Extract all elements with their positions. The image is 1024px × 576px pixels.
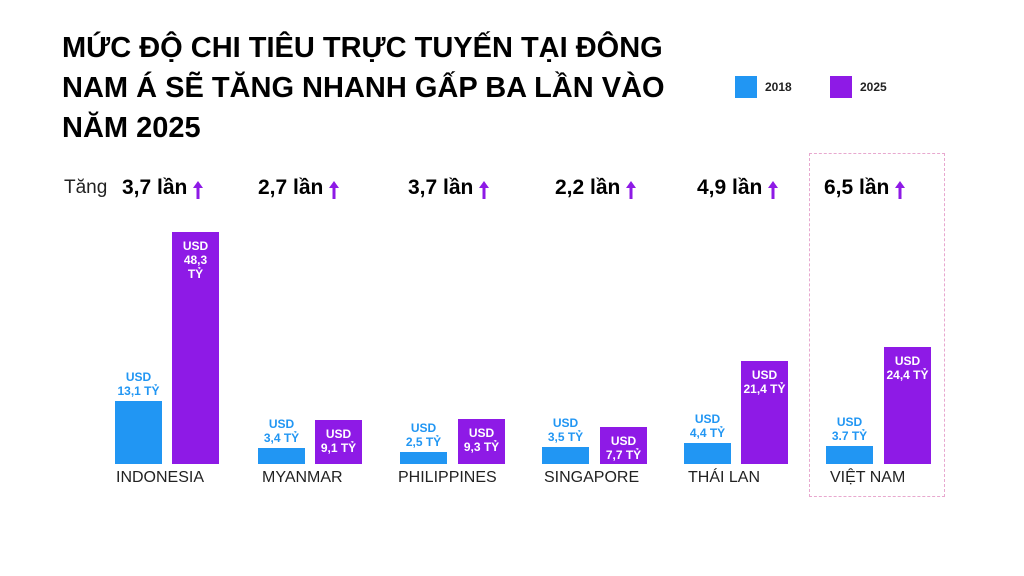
bar-2025 xyxy=(741,361,788,464)
category-label: THÁI LAN xyxy=(688,469,761,486)
bar-value-label: USD 2,5 TỶ xyxy=(405,421,442,449)
growth-label: 3,7 lần xyxy=(122,176,188,199)
legend-item-2018: 2018 xyxy=(735,76,792,98)
title-line-3: NĂM 2025 xyxy=(62,112,201,144)
arrow-up-icon xyxy=(193,181,204,199)
legend-label-2025: 2025 xyxy=(860,80,887,94)
bar-2018 xyxy=(115,401,162,464)
growth-label: 2,7 lần xyxy=(258,176,324,199)
growth-label: 6,5 lần xyxy=(824,176,890,199)
bar-value-label: USD 21,4 TỶ xyxy=(743,368,786,397)
bar-value-label: USD 3.7 TỶ xyxy=(831,415,868,444)
bar-2025 xyxy=(600,427,647,464)
highlight-box-vietnam xyxy=(809,153,945,497)
growth-label: 2,2 lần xyxy=(555,176,621,199)
arrow-up-icon xyxy=(768,181,779,199)
legend-swatch-2018 xyxy=(735,76,757,98)
growth-prefix: Tăng xyxy=(64,177,108,198)
bar-value-label: USD 13,1 TỶ xyxy=(117,370,160,399)
bar-value-label: USD 48,3 TỶ xyxy=(182,239,209,282)
category-label: INDONESIA xyxy=(116,469,205,486)
growth-label: 3,7 lần xyxy=(408,176,474,199)
category-label: MYANMAR xyxy=(262,469,343,486)
bar-value-label: USD 24,4 TỶ xyxy=(886,353,929,382)
bar-value-label: USD 3,4 TỶ xyxy=(263,416,300,445)
bar-value-label: USD 7,7 TỶ xyxy=(605,434,642,463)
bar-2018 xyxy=(684,442,731,464)
arrow-up-icon xyxy=(479,181,490,199)
bar-2018 xyxy=(258,447,305,464)
legend-swatch-2025 xyxy=(830,76,852,98)
bar-2025 xyxy=(315,420,362,464)
arrow-up-icon xyxy=(895,181,906,199)
arrow-up-icon xyxy=(626,181,637,199)
arrow-up-icon xyxy=(329,181,340,199)
chart-title: MỨC ĐỘ CHI TIÊU TRỰC TUYẾN TẠI ĐÔNG NAM … xyxy=(62,28,682,148)
bar-value-label: USD 9,1 TỶ xyxy=(320,427,357,456)
bar-value-label: USD 4,4 TỶ xyxy=(689,411,726,440)
bar-2018 xyxy=(400,452,447,464)
bar-2025 xyxy=(458,419,505,464)
bar-2025 xyxy=(884,346,931,464)
bar-2018 xyxy=(826,446,873,464)
title-line-1: MỨC ĐỘ CHI TIÊU TRỰC TUYẾN TẠI ĐÔNG xyxy=(62,32,663,64)
category-label: PHILIPPINES xyxy=(398,469,497,486)
bar-value-label: USD 9,3 TỶ xyxy=(463,426,500,455)
bar-2018 xyxy=(542,447,589,464)
bar-2025 xyxy=(172,232,219,464)
legend-item-2025: 2025 xyxy=(830,76,887,98)
legend-label-2018: 2018 xyxy=(765,80,792,94)
category-label: SINGAPORE xyxy=(544,469,640,486)
category-label: VIỆT NAM xyxy=(830,469,906,486)
bar-value-label: USD 3,5 TỶ xyxy=(547,416,584,445)
growth-label: 4,9 lần xyxy=(697,176,763,199)
title-line-2: NAM Á SẼ TĂNG NHANH GẤP BA LẦN VÀO xyxy=(62,72,665,104)
